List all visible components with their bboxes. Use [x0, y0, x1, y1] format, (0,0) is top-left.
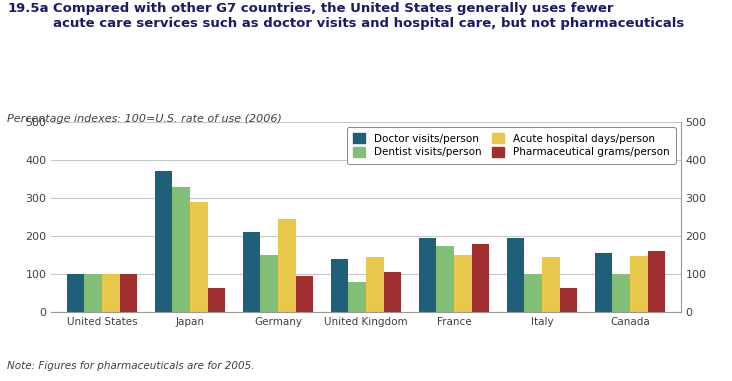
Bar: [454, 255, 471, 312]
Bar: [102, 274, 119, 312]
Bar: [243, 232, 261, 312]
Bar: [419, 238, 436, 312]
Bar: [155, 171, 173, 312]
Bar: [119, 274, 138, 312]
Bar: [173, 187, 190, 312]
Bar: [524, 274, 542, 312]
Text: Compared with other G7 countries, the United States generally uses fewer
acute c: Compared with other G7 countries, the Un…: [53, 2, 684, 30]
Bar: [559, 288, 577, 312]
Bar: [261, 255, 278, 312]
Bar: [648, 251, 665, 312]
Bar: [348, 282, 366, 312]
Bar: [67, 274, 84, 312]
Bar: [331, 259, 348, 312]
Bar: [436, 246, 454, 312]
Bar: [542, 257, 559, 312]
Bar: [384, 272, 401, 312]
Bar: [507, 238, 524, 312]
Text: Percentage indexes: 100=U.S. rate of use (2006): Percentage indexes: 100=U.S. rate of use…: [7, 114, 283, 124]
Text: Note: Figures for pharmaceuticals are for 2005.: Note: Figures for pharmaceuticals are fo…: [7, 362, 255, 371]
Bar: [278, 219, 296, 312]
Legend: Doctor visits/person, Dentist visits/person, Acute hospital days/person, Pharmac: Doctor visits/person, Dentist visits/per…: [347, 127, 676, 164]
Bar: [630, 256, 648, 312]
Bar: [296, 276, 313, 312]
Bar: [208, 288, 225, 312]
Bar: [613, 274, 630, 312]
Bar: [190, 202, 208, 312]
Bar: [594, 253, 613, 312]
Bar: [366, 257, 384, 312]
Text: 19.5a: 19.5a: [7, 2, 49, 15]
Bar: [471, 244, 489, 312]
Bar: [84, 274, 102, 312]
